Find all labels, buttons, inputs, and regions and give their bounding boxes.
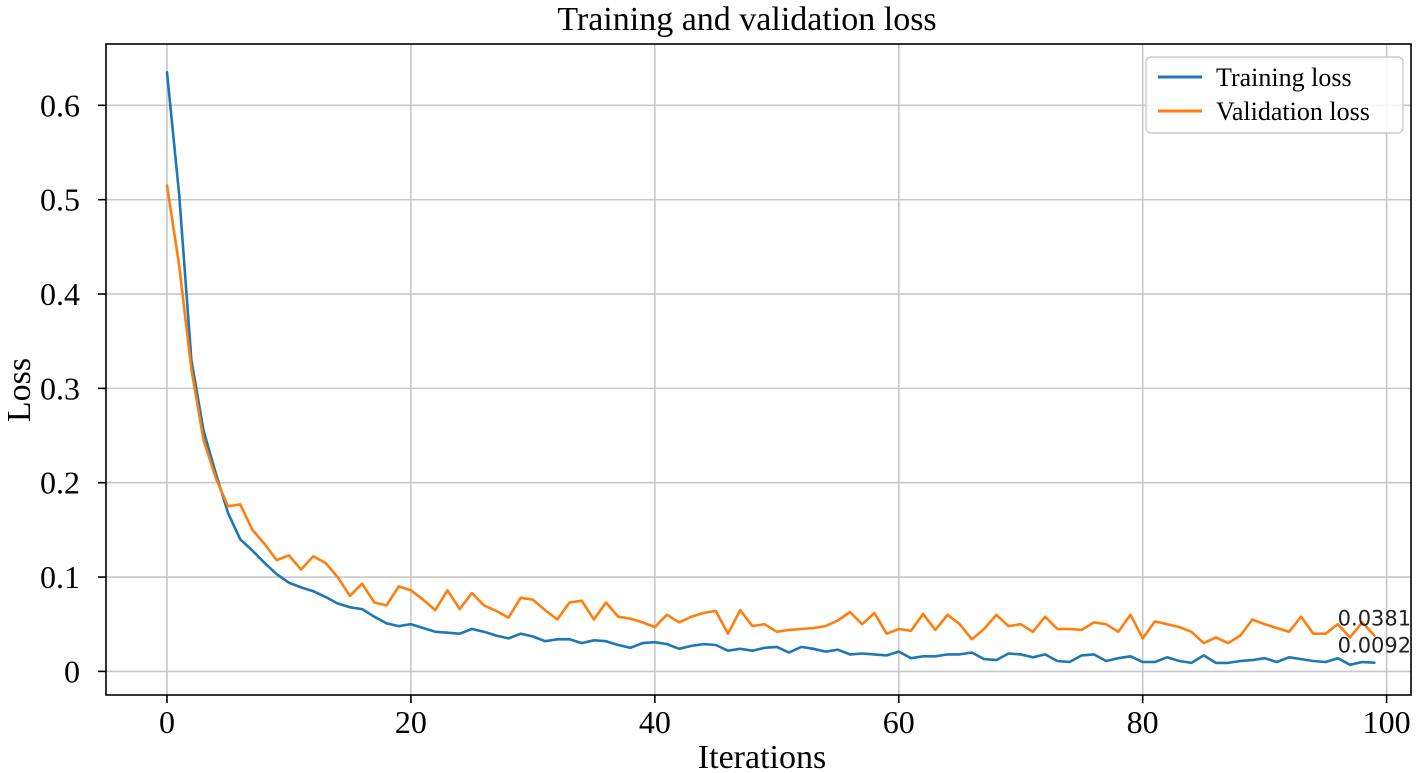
- x-tick-label: 0: [159, 704, 175, 740]
- y-tick-label: 0.1: [40, 559, 80, 595]
- y-tick-label: 0.5: [40, 182, 80, 218]
- y-tick-label: 0.3: [40, 370, 80, 406]
- y-tick-label: 0.2: [40, 465, 80, 501]
- x-tick-label: 40: [639, 704, 671, 740]
- axis-ticks: 0 20 40 60 80 100 0 0.1 0.2 0.3 0.4 0.5 0.6: [40, 87, 1411, 740]
- y-tick-label: 0: [64, 653, 80, 689]
- validation-loss-line: [165, 184, 1376, 645]
- y-axis-label: Loss: [1, 358, 38, 422]
- x-tick-label: 100: [1363, 704, 1411, 740]
- y-tick-label: 0.4: [40, 276, 80, 312]
- validation-final-value-label: 0.0381: [1338, 606, 1411, 630]
- legend-label-training: Training loss: [1216, 63, 1352, 92]
- x-axis-label: Iterations: [698, 739, 826, 773]
- x-tick-label: 20: [395, 704, 427, 740]
- plot-area: [105, 43, 1412, 696]
- grid-lines: [106, 44, 1411, 695]
- series-lines: [165, 71, 1376, 667]
- value-annotations: 0.0381 0.0092: [1338, 606, 1411, 657]
- x-tick-label: 60: [883, 704, 915, 740]
- training-final-value-label: 0.0092: [1338, 634, 1411, 658]
- legend-label-validation: Validation loss: [1216, 97, 1370, 126]
- legend: Training loss Validation loss: [1145, 56, 1404, 134]
- x-tick-label: 80: [1127, 704, 1159, 740]
- y-tick-label: 0.6: [40, 87, 80, 123]
- chart-title: Training and validation loss: [557, 1, 936, 38]
- training-loss-line: [165, 71, 1376, 667]
- legend-box: [1145, 56, 1404, 134]
